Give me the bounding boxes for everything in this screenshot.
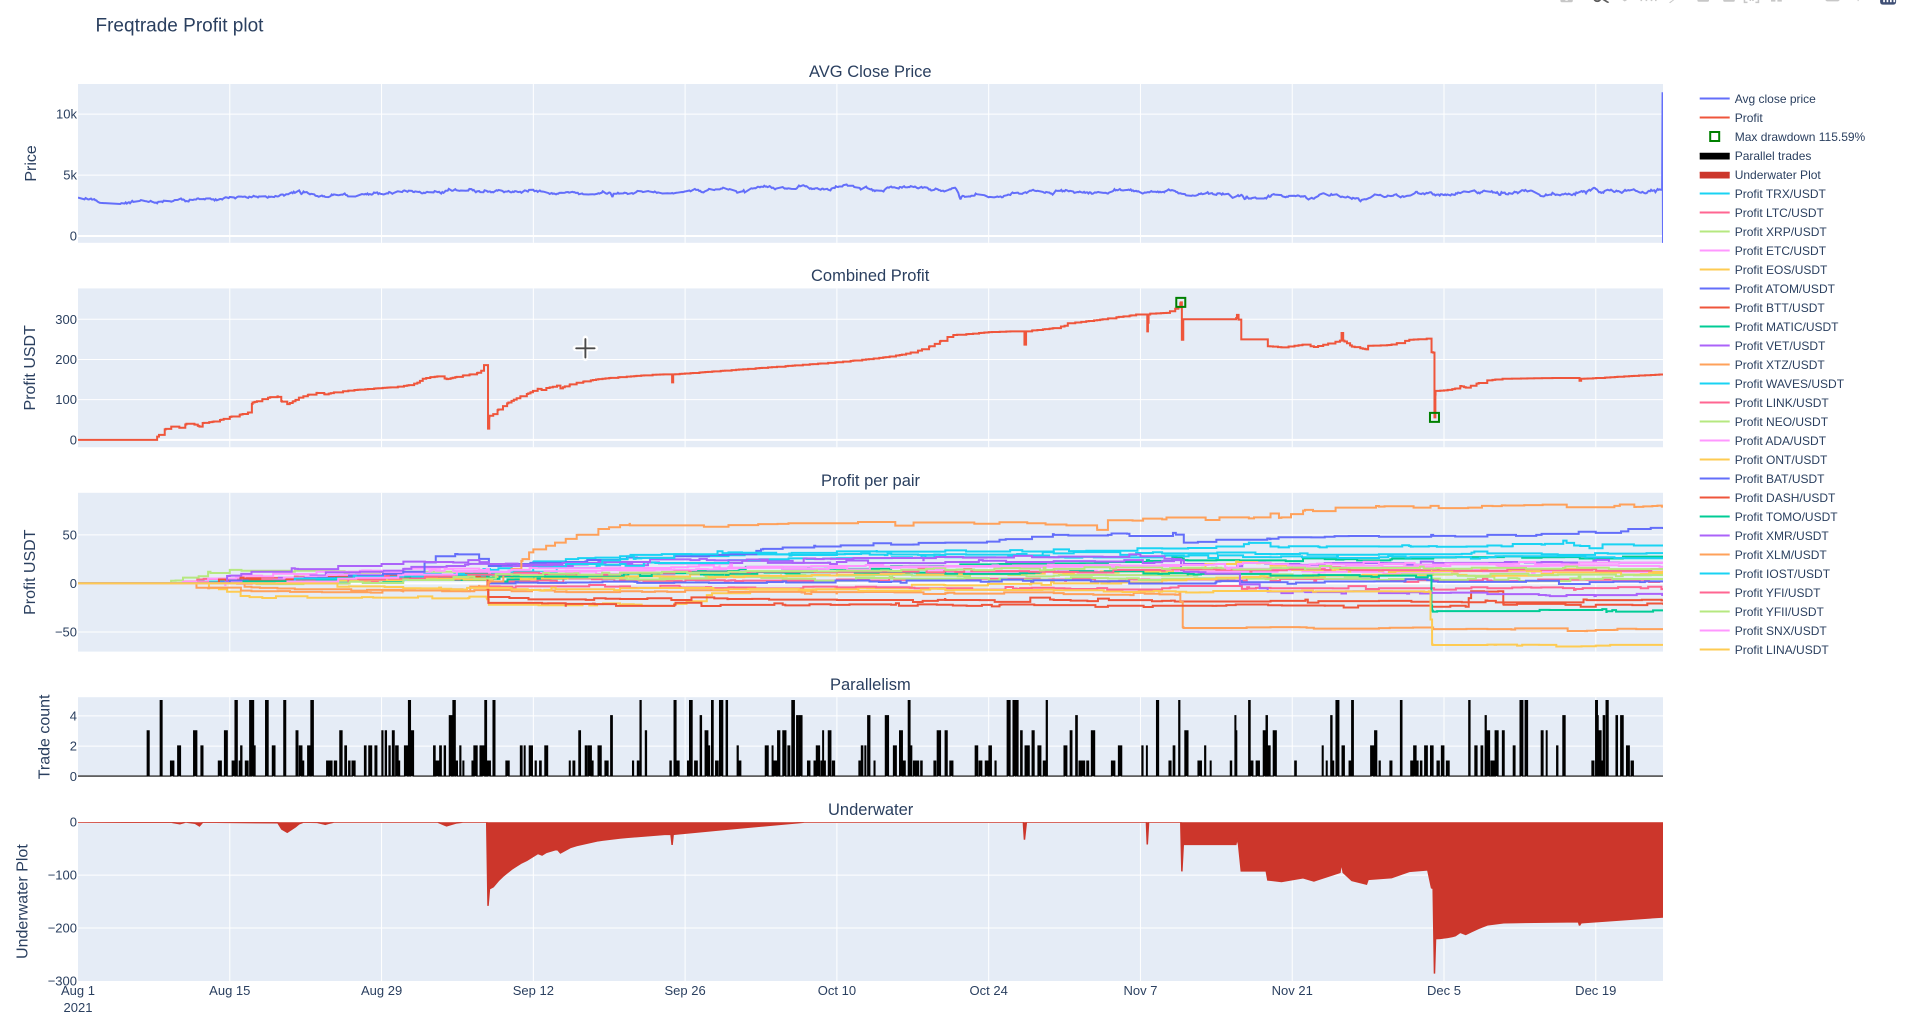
- svg-text:Parallelism: Parallelism: [830, 676, 911, 694]
- svg-text:Profit ATOM/USDT: Profit ATOM/USDT: [1735, 282, 1836, 296]
- svg-text:10k: 10k: [56, 107, 77, 122]
- svg-text:AVG Close Price: AVG Close Price: [809, 63, 932, 81]
- svg-text:Profit per pair: Profit per pair: [821, 472, 921, 490]
- svg-text:Profit SNX/USDT: Profit SNX/USDT: [1735, 624, 1828, 638]
- svg-text:Profit XLM/USDT: Profit XLM/USDT: [1735, 548, 1828, 562]
- svg-text:Profit YFII/USDT: Profit YFII/USDT: [1735, 605, 1825, 619]
- svg-text:300: 300: [55, 312, 77, 327]
- svg-text:Profit MATIC/USDT: Profit MATIC/USDT: [1735, 320, 1839, 334]
- svg-text:Freqtrade Profit plot: Freqtrade Profit plot: [96, 16, 265, 37]
- svg-text:Profit NEO/USDT: Profit NEO/USDT: [1735, 415, 1829, 429]
- svg-text:Sep 26: Sep 26: [665, 983, 706, 998]
- svg-text:Profit EOS/USDT: Profit EOS/USDT: [1735, 263, 1828, 277]
- svg-text:2: 2: [70, 739, 77, 754]
- svg-text:0: 0: [70, 576, 77, 591]
- svg-text:Profit USDT: Profit USDT: [22, 325, 39, 411]
- svg-text:Profit DASH/USDT: Profit DASH/USDT: [1735, 491, 1836, 505]
- svg-text:Profit LTC/USDT: Profit LTC/USDT: [1735, 206, 1825, 220]
- svg-text:Dec 19: Dec 19: [1575, 983, 1616, 998]
- svg-text:Dec 5: Dec 5: [1427, 983, 1461, 998]
- svg-text:Aug 15: Aug 15: [209, 983, 250, 998]
- svg-text:Profit YFI/USDT: Profit YFI/USDT: [1735, 586, 1821, 600]
- svg-text:Aug 29: Aug 29: [361, 983, 402, 998]
- svg-text:5k: 5k: [63, 168, 77, 183]
- svg-text:Profit VET/USDT: Profit VET/USDT: [1735, 339, 1826, 353]
- svg-text:Profit: Profit: [1735, 111, 1764, 125]
- svg-text:Profit XMR/USDT: Profit XMR/USDT: [1735, 529, 1830, 543]
- svg-text:Sep 12: Sep 12: [513, 983, 554, 998]
- svg-text:Profit IOST/USDT: Profit IOST/USDT: [1735, 567, 1831, 581]
- svg-text:−300: −300: [48, 974, 77, 989]
- svg-text:200: 200: [55, 352, 77, 367]
- svg-text:Oct 10: Oct 10: [818, 983, 856, 998]
- svg-text:Nov 21: Nov 21: [1272, 983, 1313, 998]
- svg-text:Profit TRX/USDT: Profit TRX/USDT: [1735, 187, 1827, 201]
- svg-text:Profit XTZ/USDT: Profit XTZ/USDT: [1735, 358, 1826, 372]
- svg-text:−200: −200: [48, 921, 77, 936]
- svg-text:Profit BTT/USDT: Profit BTT/USDT: [1735, 301, 1826, 315]
- svg-text:Avg close price: Avg close price: [1735, 92, 1816, 106]
- svg-text:Nov 7: Nov 7: [1123, 983, 1157, 998]
- svg-text:Profit ONT/USDT: Profit ONT/USDT: [1735, 453, 1828, 467]
- svg-text:50: 50: [63, 527, 77, 542]
- svg-text:Profit ADA/USDT: Profit ADA/USDT: [1735, 434, 1827, 448]
- svg-text:Profit LINA/USDT: Profit LINA/USDT: [1735, 643, 1830, 657]
- svg-text:−50: −50: [55, 625, 77, 640]
- svg-text:Underwater Plot: Underwater Plot: [15, 844, 32, 959]
- svg-text:Max drawdown 115.59%: Max drawdown 115.59%: [1735, 130, 1866, 144]
- svg-text:Profit USDT: Profit USDT: [22, 529, 39, 615]
- svg-text:0: 0: [70, 769, 77, 784]
- svg-text:Trade count: Trade count: [37, 694, 54, 779]
- svg-text:100: 100: [55, 392, 77, 407]
- svg-text:Profit LINK/USDT: Profit LINK/USDT: [1735, 396, 1830, 410]
- svg-text:Profit BAT/USDT: Profit BAT/USDT: [1735, 472, 1825, 486]
- svg-text:Profit WAVES/USDT: Profit WAVES/USDT: [1735, 377, 1845, 391]
- svg-text:Combined Profit: Combined Profit: [811, 267, 930, 285]
- svg-text:Price: Price: [23, 145, 40, 182]
- svg-text:−100: −100: [48, 868, 77, 883]
- svg-text:Profit TOMO/USDT: Profit TOMO/USDT: [1735, 510, 1839, 524]
- svg-text:Underwater Plot: Underwater Plot: [1735, 168, 1822, 182]
- svg-text:4: 4: [70, 708, 77, 723]
- svg-text:Oct 24: Oct 24: [970, 983, 1008, 998]
- svg-text:0: 0: [70, 815, 77, 830]
- svg-text:0: 0: [70, 432, 77, 447]
- svg-text:Profit ETC/USDT: Profit ETC/USDT: [1735, 244, 1827, 258]
- svg-text:Parallel trades: Parallel trades: [1735, 149, 1812, 163]
- svg-text:Underwater: Underwater: [828, 801, 914, 819]
- svg-text:0: 0: [70, 229, 77, 244]
- svg-text:Profit XRP/USDT: Profit XRP/USDT: [1735, 225, 1828, 239]
